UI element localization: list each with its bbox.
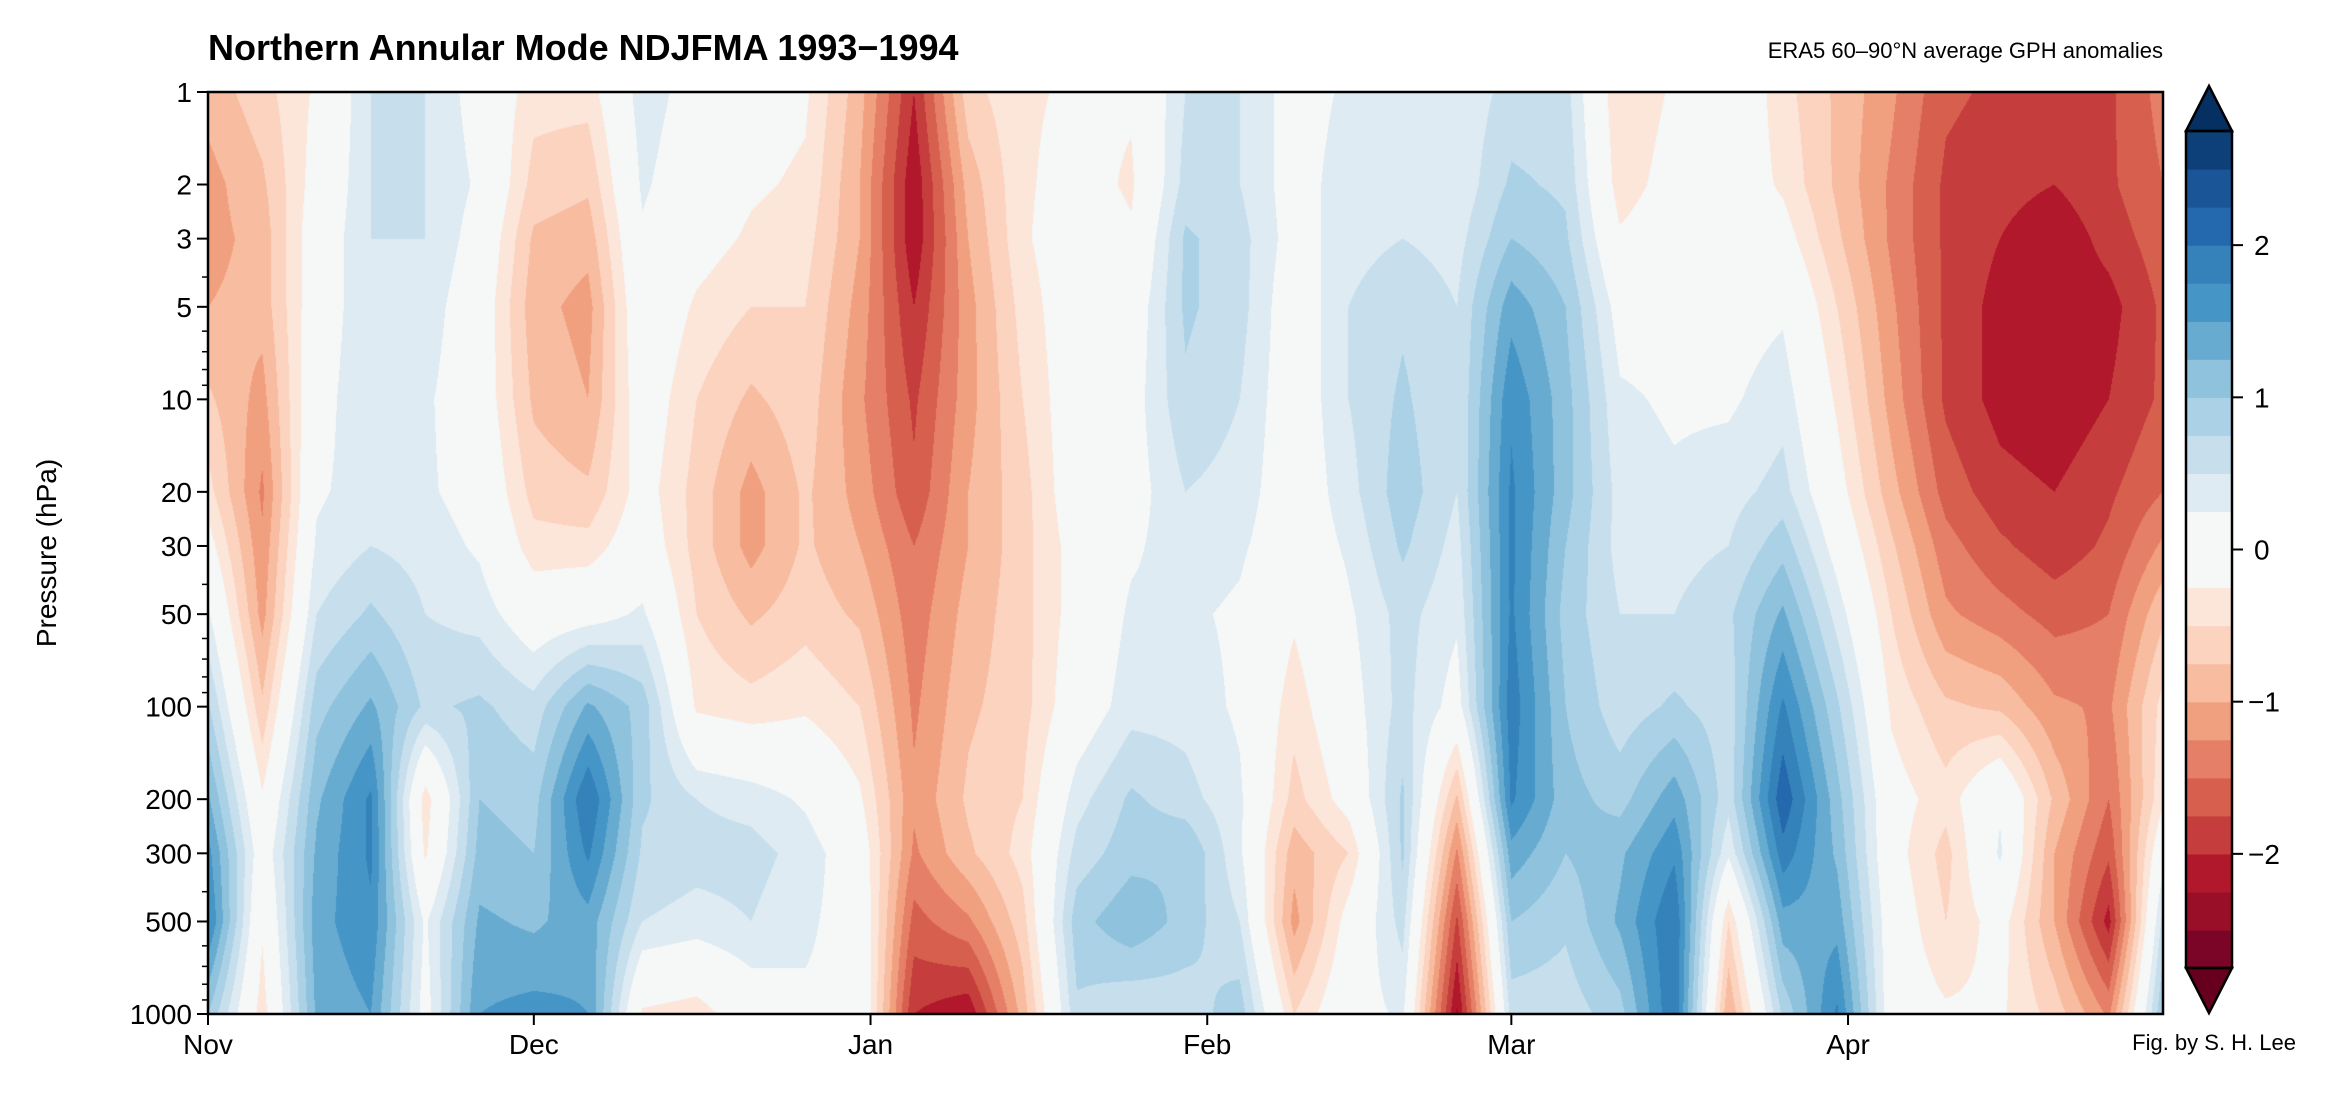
x-tick-label: Apr: [1826, 1029, 1870, 1060]
credit-text: Fig. by S. H. Lee: [2132, 1030, 2296, 1055]
colorbar-extend-low: [2183, 966, 2235, 1016]
colorbar: 2 1 0 −1 −2: [2183, 83, 2280, 1016]
colorbar-tick-label: 2: [2254, 230, 2270, 261]
x-tick-label: Dec: [509, 1029, 559, 1060]
y-axis: 1 2 3 5 10 20 30 50 100 200 300 500 1000: [130, 77, 208, 1030]
colorbar-band: [2186, 283, 2232, 322]
colorbar-band: [2186, 435, 2232, 475]
x-tick-label: Feb: [1183, 1029, 1231, 1060]
colorbar-band: [2186, 853, 2232, 893]
y-tick-label: 10: [161, 384, 192, 415]
colorbar-tick-label: 0: [2254, 535, 2270, 566]
contour-field: [208, 92, 2163, 1014]
y-tick-label: 500: [145, 906, 192, 937]
colorbar-band: [2186, 549, 2232, 589]
colorbar-band: [2186, 587, 2232, 627]
chart-title: Northern Annular Mode NDJFMA 1993−1994: [208, 27, 959, 68]
colorbar-band: [2186, 511, 2232, 551]
y-tick-label: 3: [176, 224, 192, 255]
y-tick-label: 30: [161, 531, 192, 562]
y-tick-label: 20: [161, 477, 192, 508]
colorbar-band: [2186, 397, 2232, 436]
y-tick-label: 50: [161, 599, 192, 630]
chart-subtitle: ERA5 60–90°N average GPH anomalies: [1768, 38, 2163, 63]
colorbar-band: [2186, 739, 2232, 779]
y-tick-label: 200: [145, 784, 192, 815]
colorbar-band: [2186, 777, 2232, 817]
colorbar-tick-label: −2: [2248, 839, 2280, 870]
x-tick-label: Nov: [183, 1029, 233, 1060]
x-tick-label: Jan: [848, 1029, 893, 1060]
colorbar-band: [2186, 891, 2232, 931]
colorbar-extend-high: [2183, 83, 2235, 133]
colorbar-band: [2186, 815, 2232, 855]
colorbar-band: [2186, 245, 2232, 284]
colorbar-band: [2186, 625, 2232, 665]
colorbar-band: [2186, 169, 2232, 208]
x-axis: Nov Dec Jan Feb Mar Apr: [183, 1014, 1870, 1060]
y-tick-label: 1: [176, 77, 192, 108]
colorbar-band: [2186, 321, 2232, 360]
y-tick-label: 5: [176, 292, 192, 323]
plot-frame: [206, 90, 2165, 1016]
colorbar-band: [2186, 207, 2232, 246]
colorbar-tick-label: 1: [2254, 382, 2270, 413]
colorbar-band: [2186, 929, 2232, 969]
y-tick-label: 2: [176, 170, 192, 201]
colorbar-band: [2186, 663, 2232, 703]
colorbar-band: [2186, 701, 2232, 741]
y-tick-label: 300: [145, 838, 192, 869]
colorbar-band: [2186, 359, 2232, 398]
colorbar-band: [2186, 131, 2232, 170]
y-axis-label: Pressure (hPa): [31, 459, 62, 647]
colorbar-band: [2186, 473, 2232, 513]
y-tick-label: 100: [145, 692, 192, 723]
colorbar-tick-label: −1: [2248, 687, 2280, 718]
y-tick-label: 1000: [130, 999, 192, 1030]
x-tick-label: Mar: [1487, 1029, 1535, 1060]
